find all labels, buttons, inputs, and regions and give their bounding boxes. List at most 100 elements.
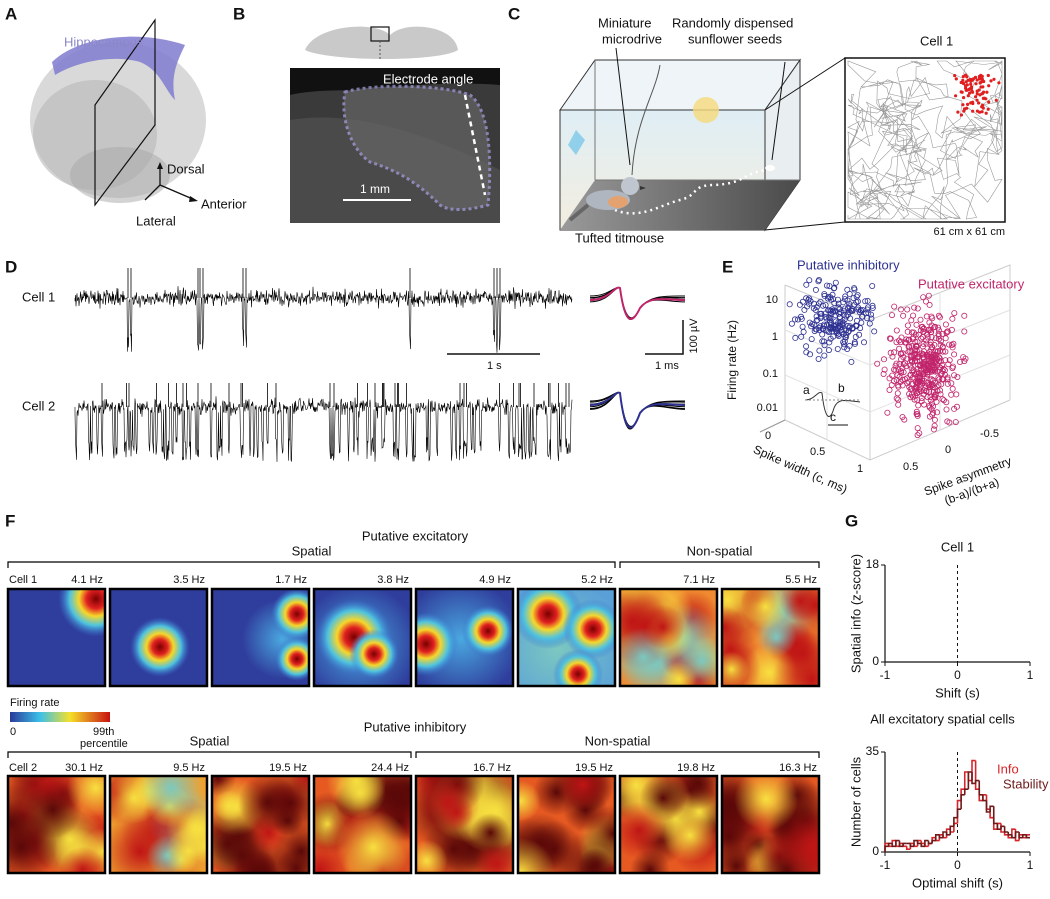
map-blob <box>416 839 448 873</box>
group-bracket <box>7 751 412 758</box>
rate-map <box>110 776 207 873</box>
chart-title: Cell 1 <box>941 539 974 554</box>
rate-map <box>416 589 513 686</box>
arena-illustration <box>559 47 1006 232</box>
cluster-point <box>881 356 888 363</box>
cluster-point <box>812 306 819 313</box>
spike-location <box>966 102 970 106</box>
cluster-point <box>786 301 793 308</box>
spike-location <box>974 95 978 99</box>
cluster-point <box>945 361 952 368</box>
panel-label: G <box>845 511 858 530</box>
rate-label: 5.2 Hz <box>581 574 613 586</box>
spike-location <box>980 110 984 114</box>
histogram-step <box>1000 825 1005 830</box>
cluster-point <box>806 300 813 307</box>
cluster-point <box>826 329 833 336</box>
x-tick-label: -1 <box>880 858 891 872</box>
cluster-point <box>806 277 813 284</box>
histogram-step <box>1021 834 1027 838</box>
x-tick-label: 0 <box>765 430 771 442</box>
cluster-label: Putative inhibitory <box>797 257 900 272</box>
cluster-point <box>951 351 958 358</box>
histogram-step <box>1014 831 1020 838</box>
spike-location <box>984 97 988 101</box>
cluster-point <box>829 328 836 335</box>
cluster-point <box>868 311 875 318</box>
map-border <box>312 587 413 688</box>
y-tick-label: 18 <box>866 557 880 571</box>
cluster-point <box>932 323 939 330</box>
spike-location <box>986 107 990 111</box>
cluster-point <box>936 364 943 371</box>
cluster-point <box>889 312 896 319</box>
voltage-trace <box>74 286 573 353</box>
spike-location <box>961 75 965 79</box>
group-label: Spatial <box>292 543 332 558</box>
cluster-point <box>949 315 956 322</box>
map-blob <box>66 776 105 817</box>
rate-map <box>518 776 615 873</box>
microdrive-label: Miniature <box>598 15 651 30</box>
map-blob <box>772 639 819 686</box>
rate-map <box>8 589 105 686</box>
cluster-point <box>915 361 922 368</box>
panel-labels: A B C D E F G <box>5 4 858 530</box>
cluster-point <box>859 313 866 320</box>
cluster-point <box>830 307 837 314</box>
cluster-point <box>821 352 828 359</box>
colorbar <box>10 712 110 722</box>
cluster-point <box>840 319 847 326</box>
histogram-step <box>945 832 951 836</box>
rate-label: 4.1 Hz <box>71 574 103 586</box>
cluster-point <box>929 381 936 388</box>
cluster-point <box>915 377 922 384</box>
cluster-point <box>792 334 799 341</box>
inset-label: a <box>803 383 810 397</box>
rate-label: 7.1 Hz <box>683 574 715 586</box>
histogram-step <box>1011 834 1016 839</box>
cluster-point <box>796 301 803 308</box>
cluster-point <box>930 426 937 433</box>
cluster-point <box>824 328 831 335</box>
map-border <box>414 587 515 688</box>
spike-location <box>954 94 958 98</box>
cluster-point <box>939 376 946 383</box>
waveform <box>589 392 686 429</box>
rate-label: 16.3 Hz <box>779 762 817 774</box>
spike-location <box>978 110 982 114</box>
spike-location <box>987 100 991 104</box>
cluster-point <box>928 376 935 383</box>
cluster-point <box>927 397 934 404</box>
cluster-point <box>803 281 810 288</box>
cluster-point <box>934 348 941 355</box>
cluster-point <box>924 334 931 341</box>
rate-map <box>314 589 411 686</box>
map-border <box>414 774 515 875</box>
cluster-point <box>923 313 930 320</box>
cluster-point <box>849 325 856 332</box>
histogram-step <box>963 788 969 795</box>
spike-location <box>980 74 984 78</box>
z-tick-label: -0.5 <box>980 428 999 440</box>
map-blob <box>557 776 609 810</box>
legend-label: Info <box>997 761 1019 776</box>
cluster-point <box>808 336 815 343</box>
cluster-point <box>948 326 955 333</box>
cluster-point <box>834 345 841 352</box>
map-blob <box>273 822 309 873</box>
histogram-step <box>938 834 943 839</box>
scale-bar-label: 1 mm <box>360 182 390 196</box>
cluster-point <box>806 319 813 326</box>
cluster-point <box>846 342 853 349</box>
cluster-point <box>856 331 863 338</box>
cluster-point <box>949 385 956 392</box>
rate-map <box>620 589 717 686</box>
histogram-step <box>1025 834 1030 839</box>
cluster-point <box>936 314 943 321</box>
spike-location <box>982 90 986 94</box>
histogram-step <box>1003 826 1009 833</box>
spike-location <box>992 77 996 81</box>
histogram-step <box>985 800 991 813</box>
